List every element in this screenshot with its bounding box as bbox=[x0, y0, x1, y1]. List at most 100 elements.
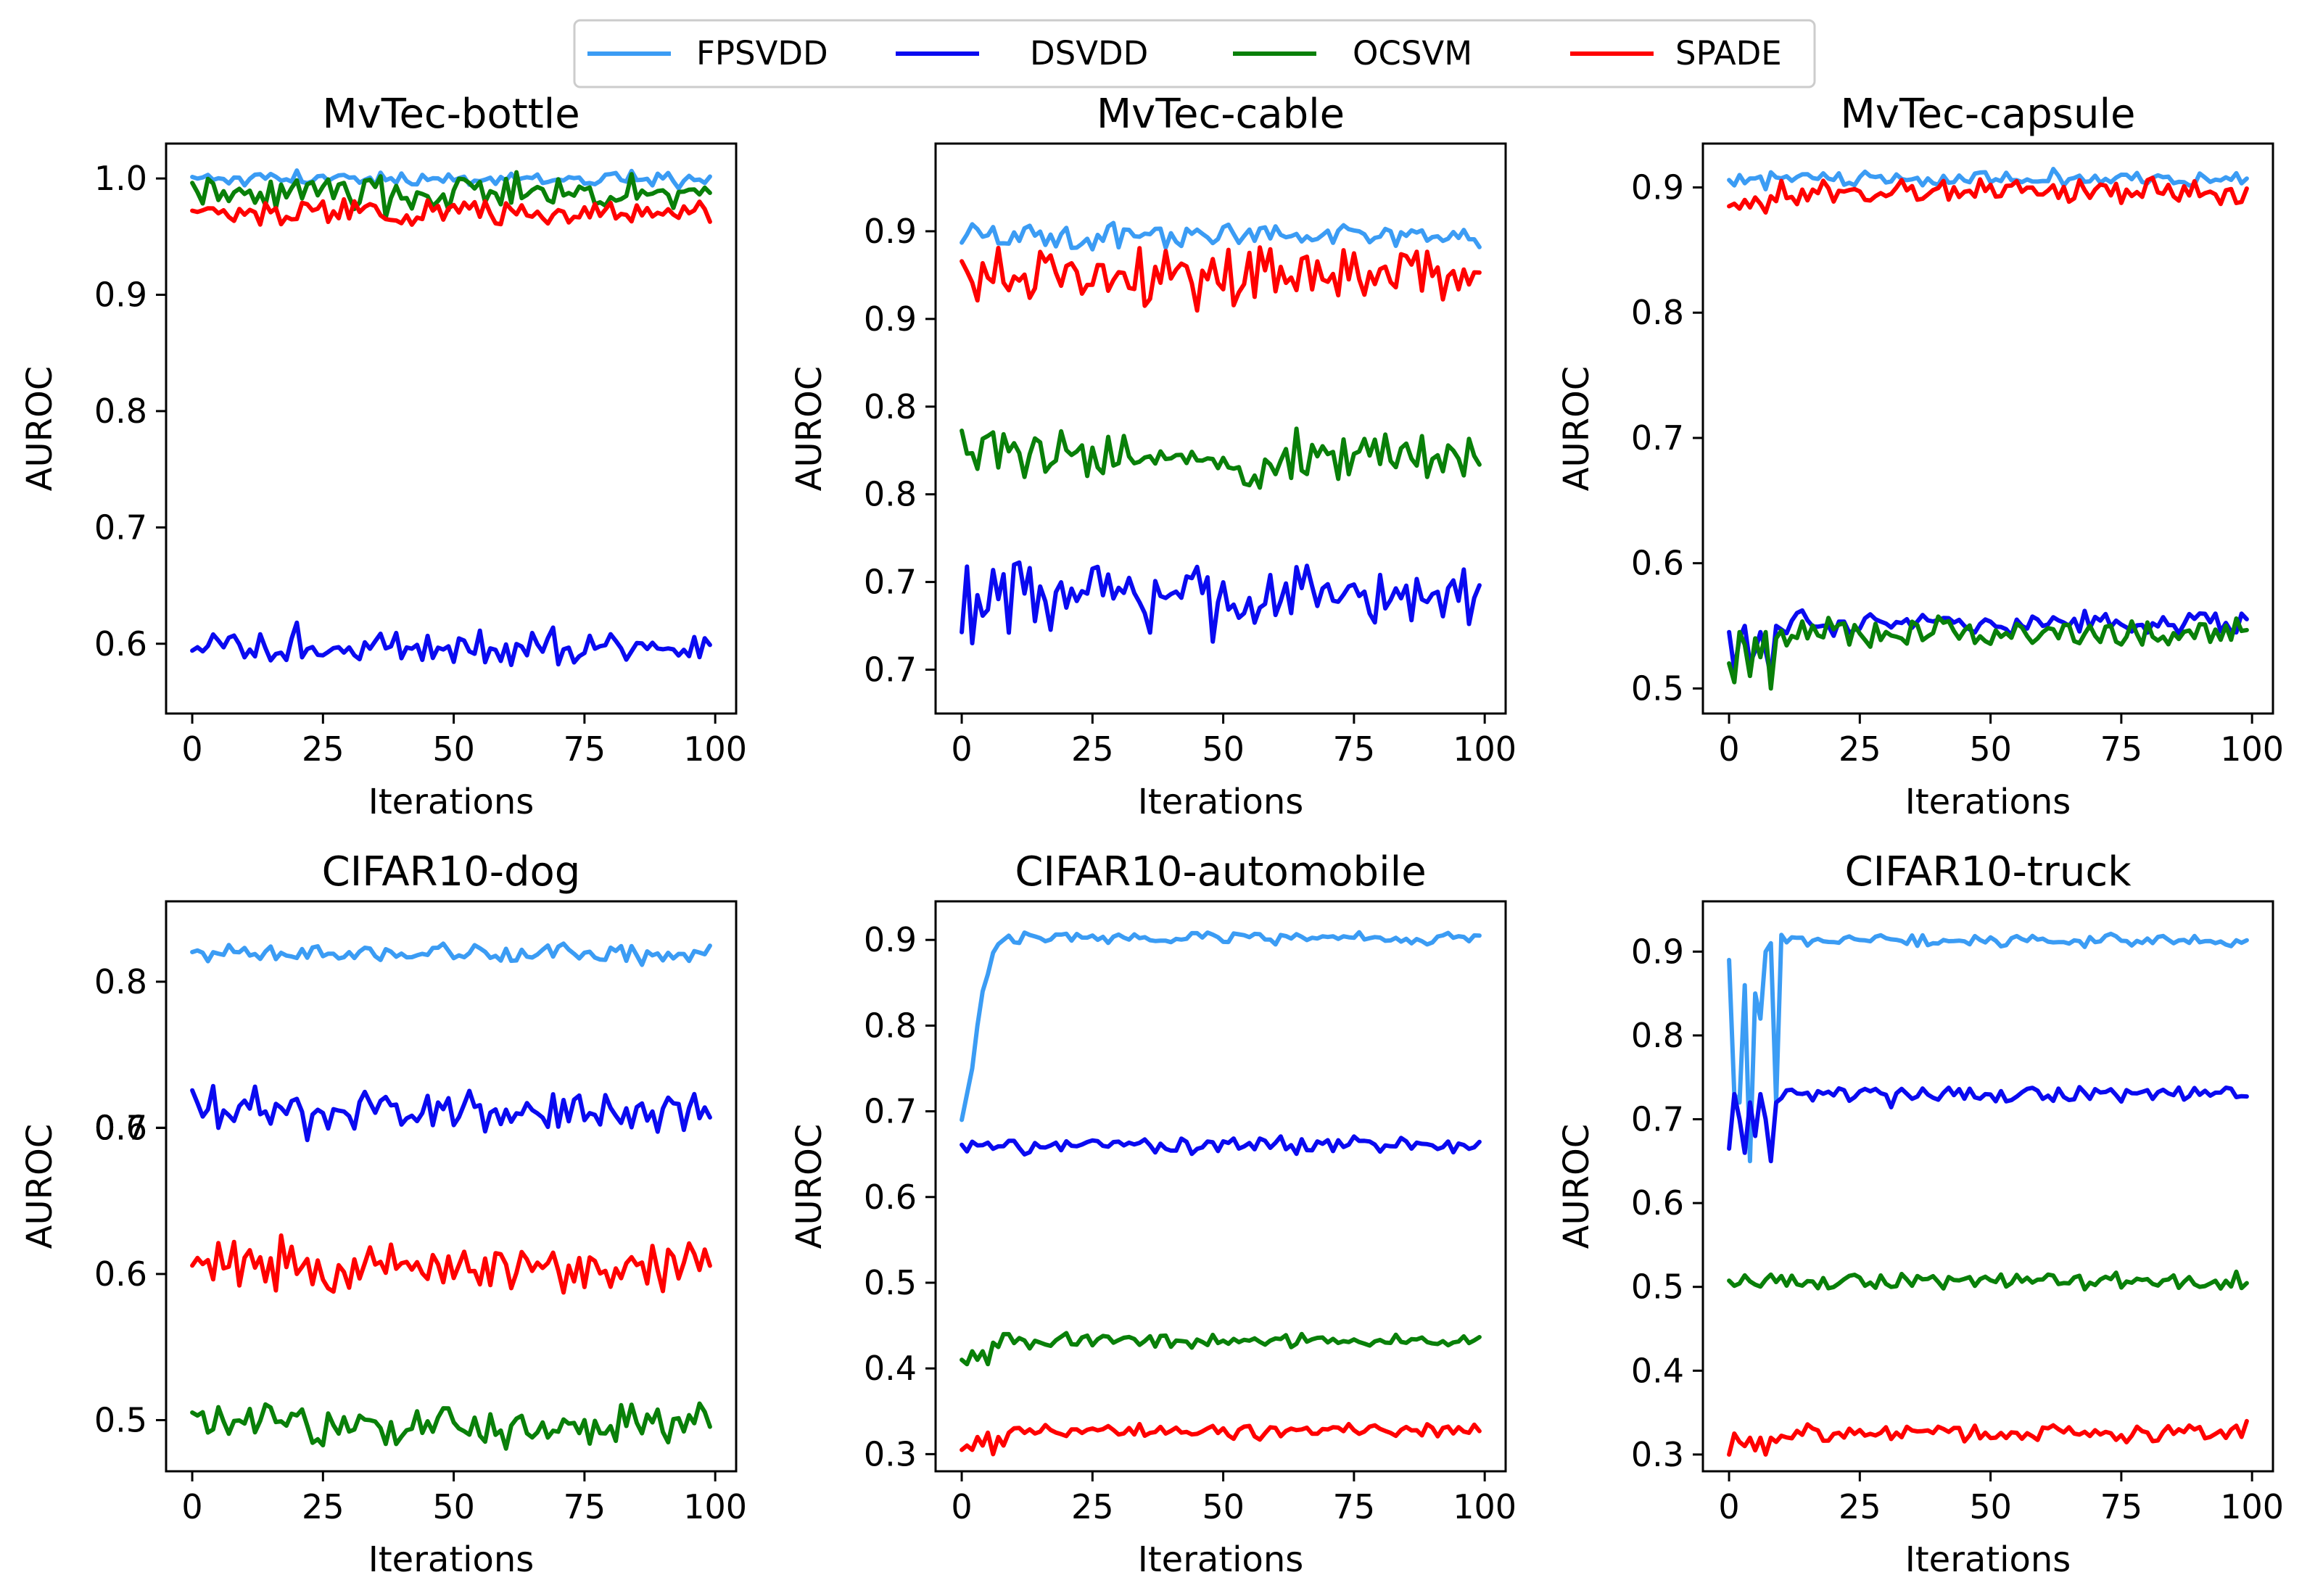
series-line-dsvdd bbox=[190, 1083, 712, 1143]
series-line-spade bbox=[1727, 1418, 2249, 1457]
panel-title: MvTec-bottle bbox=[322, 91, 579, 138]
axes-frame bbox=[934, 142, 1507, 715]
x-tick-label: 100 bbox=[683, 1487, 747, 1526]
y-tick-label: 0.6 bbox=[864, 1178, 917, 1217]
y-tick-label: 0.9 bbox=[864, 212, 917, 251]
series-line-ocsvm bbox=[960, 1331, 1482, 1367]
x-axis-label: Iterations bbox=[368, 782, 535, 822]
y-tick-label: 0.9 bbox=[1631, 932, 1684, 971]
x-tick-label: 75 bbox=[1333, 1487, 1376, 1526]
series-line-ocsvm bbox=[960, 426, 1482, 490]
series-group bbox=[1727, 931, 2249, 1457]
x-tick-label: 25 bbox=[1839, 1487, 1881, 1526]
series-line-spade bbox=[190, 197, 712, 227]
x-axis-label: Iterations bbox=[1905, 782, 2071, 822]
series-line-dsvdd bbox=[190, 620, 712, 667]
y-tick-label: 0.7 bbox=[864, 563, 917, 602]
panel-title: MvTec-cable bbox=[1097, 91, 1345, 138]
legend-label-spade: SPADE bbox=[1675, 34, 1782, 73]
x-tick-label: 75 bbox=[1333, 729, 1376, 769]
y-tick-label: 0.8 bbox=[1631, 293, 1684, 332]
y-tick-label: 0.4 bbox=[864, 1349, 917, 1388]
x-tick-label: 75 bbox=[2100, 729, 2143, 769]
x-tick-label: 25 bbox=[302, 729, 344, 769]
panel-title: MvTec-capsule bbox=[1841, 91, 2136, 138]
series-group bbox=[190, 168, 712, 667]
y-tick-label: 0.9 bbox=[864, 920, 917, 959]
panel-cifar10-truck: CIFAR10-truck 0 25 50 75 100 0.3 0.4 0.5 0.6 0.7 0.… bbox=[1556, 848, 2284, 1580]
y-tick-label: 0.5 bbox=[1631, 1268, 1684, 1307]
series-group bbox=[1727, 167, 2249, 691]
series-line-dsvdd bbox=[1727, 1085, 2249, 1164]
y-tick-label: 1.0 bbox=[94, 159, 147, 198]
y-axis-label: AUROC bbox=[1556, 366, 1597, 492]
y-tick-label: 0.8 bbox=[1631, 1016, 1684, 1055]
legend: FPSVDD DSVDD OCSVM SPADE bbox=[573, 19, 1816, 88]
y-tick-label: 0.7 bbox=[864, 650, 917, 690]
x-axis-label: Iterations bbox=[1138, 1539, 1304, 1580]
y-axis-label: AUROC bbox=[20, 1124, 60, 1249]
series-line-dsvdd bbox=[960, 1134, 1482, 1157]
panel-cifar10-automobile: CIFAR10-automobile 0 25 50 75 100 0.3 0.4 0.5 0.6… bbox=[789, 848, 1517, 1580]
x-axis-label: Iterations bbox=[368, 1539, 535, 1580]
series-line-spade bbox=[960, 1421, 1482, 1457]
x-tick-label: 50 bbox=[1202, 1487, 1245, 1526]
y-tick-label: 0.6 bbox=[94, 624, 147, 663]
x-tick-label: 75 bbox=[564, 729, 606, 769]
x-tick-label: 0 bbox=[1718, 1487, 1739, 1526]
x-tick-label: 25 bbox=[1839, 729, 1881, 769]
y-tick-label: 0.8 bbox=[864, 1006, 917, 1045]
legend-label-dsvdd: DSVDD bbox=[1030, 34, 1148, 73]
panel-title: CIFAR10-truck bbox=[1844, 848, 2132, 896]
y-axis-label: AUROC bbox=[20, 366, 60, 492]
series-line-spade bbox=[1727, 175, 2249, 215]
legend-label-ocsvm: OCSVM bbox=[1353, 34, 1472, 73]
y-tick-label: 0.8 bbox=[94, 962, 147, 1001]
y-axis-label: AUROC bbox=[789, 1124, 830, 1249]
series-group bbox=[960, 930, 1482, 1457]
y-tick-label: 0.7 bbox=[864, 1092, 917, 1131]
y-tick-label: 0.5 bbox=[1631, 669, 1684, 708]
axes-frame bbox=[165, 900, 738, 1473]
x-tick-label: 75 bbox=[2100, 1487, 2143, 1526]
x-tick-label: 25 bbox=[302, 1487, 344, 1526]
y-tick-label: 0.7 bbox=[94, 508, 147, 547]
series-line-dsvdd bbox=[960, 560, 1482, 645]
series-line-ocsvm bbox=[190, 1401, 712, 1451]
y-tick-label: 0.3 bbox=[864, 1434, 917, 1473]
y-tick-label: 0.3 bbox=[1631, 1435, 1684, 1474]
y-tick-label: 0.8 bbox=[864, 475, 917, 514]
x-tick-label: 0 bbox=[181, 1487, 202, 1526]
series-line-ocsvm bbox=[190, 170, 712, 220]
series-line-ocsvm bbox=[1727, 1269, 2249, 1292]
x-tick-label: 0 bbox=[951, 1487, 972, 1526]
y-tick-label: 0.5 bbox=[864, 1263, 917, 1302]
axes-frame bbox=[934, 900, 1507, 1473]
x-tick-label: 50 bbox=[1969, 729, 2012, 769]
panel-title: CIFAR10-dog bbox=[322, 848, 581, 896]
x-tick-label: 50 bbox=[432, 1487, 475, 1526]
y-tick-label: 0.9 bbox=[94, 276, 147, 315]
y-axis-label: AUROC bbox=[789, 366, 830, 492]
x-axis-label: Iterations bbox=[1138, 782, 1304, 822]
series-line-spade bbox=[190, 1233, 712, 1295]
y-tick-label: 0.7 bbox=[1631, 418, 1684, 458]
y-axis-label: AUROC bbox=[1556, 1124, 1597, 1249]
y-tick-label: 0.6 bbox=[94, 1108, 147, 1147]
x-axis-label: Iterations bbox=[1905, 1539, 2071, 1580]
y-tick-label: 0.8 bbox=[864, 387, 917, 426]
x-tick-label: 50 bbox=[1202, 729, 1245, 769]
y-tick-label: 0.6 bbox=[1631, 1183, 1684, 1223]
y-tick-label: 0.5 bbox=[94, 1400, 147, 1439]
x-tick-label: 0 bbox=[181, 729, 202, 769]
y-tick-label: 0.6 bbox=[94, 1254, 147, 1294]
axes-frame bbox=[1701, 900, 2274, 1473]
x-tick-label: 75 bbox=[564, 1487, 606, 1526]
panel-mvtec-cable: MvTec-cable 0 25 50 75 100 0.7 0.7 0.8 0.8 0.9 0.9 I… bbox=[789, 91, 1517, 822]
legend-label-fpsvdd: FPSVDD bbox=[696, 34, 828, 73]
axes-frame bbox=[165, 142, 738, 715]
x-tick-label: 50 bbox=[432, 729, 475, 769]
x-tick-label: 100 bbox=[2220, 729, 2284, 769]
